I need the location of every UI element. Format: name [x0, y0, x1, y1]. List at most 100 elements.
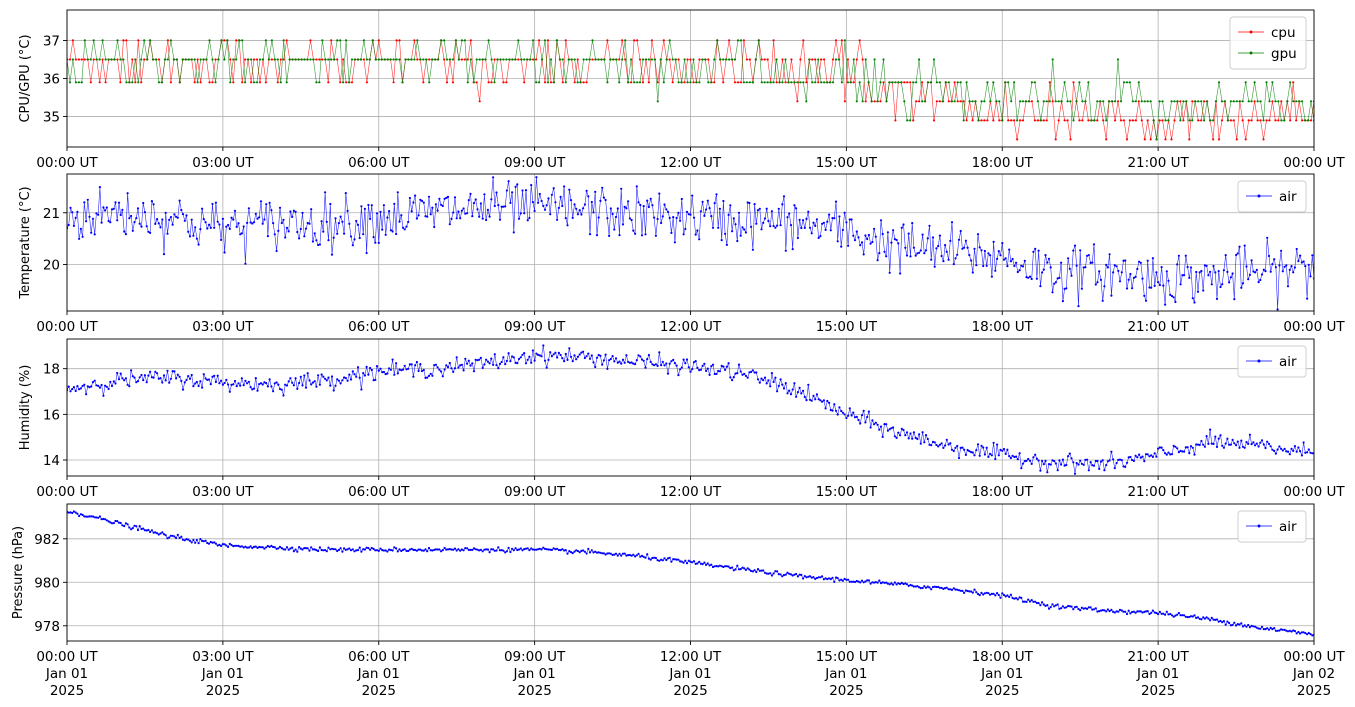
- data-point: [803, 226, 806, 229]
- data-point: [653, 556, 656, 559]
- data-point: [1110, 450, 1113, 453]
- data-point: [554, 548, 557, 551]
- data-point: [862, 409, 865, 412]
- data-point: [636, 39, 639, 42]
- data-point: [121, 377, 124, 380]
- data-point: [557, 351, 561, 354]
- data-point: [1146, 453, 1149, 456]
- data-point: [763, 217, 767, 220]
- data-point: [392, 58, 395, 61]
- data-point: [975, 591, 978, 594]
- data-point: [566, 224, 569, 227]
- data-point: [909, 432, 912, 435]
- data-point: [1309, 100, 1313, 103]
- data-point: [1049, 266, 1052, 269]
- data-point: [1037, 602, 1040, 605]
- data-point: [1311, 634, 1314, 637]
- data-point: [258, 216, 261, 219]
- data-point: [424, 215, 427, 218]
- data-point: [784, 573, 787, 576]
- data-point: [353, 238, 356, 241]
- data-point: [638, 58, 642, 61]
- data-point: [400, 369, 403, 372]
- data-point: [840, 245, 843, 248]
- data-point: [450, 548, 453, 551]
- data-point: [952, 263, 955, 266]
- data-point: [588, 233, 592, 236]
- data-point: [1158, 446, 1161, 449]
- data-point: [866, 579, 869, 582]
- x-tick-label: 09:00 UT: [504, 155, 566, 171]
- data-point: [781, 575, 784, 578]
- data-point: [322, 549, 325, 552]
- data-point: [1099, 460, 1103, 463]
- data-point: [1248, 626, 1251, 629]
- data-point: [594, 365, 597, 369]
- data-point: [523, 352, 526, 355]
- data-point: [554, 201, 557, 204]
- data-point: [1001, 119, 1004, 122]
- data-point: [805, 399, 808, 402]
- data-point: [1004, 257, 1007, 260]
- data-point: [736, 39, 740, 42]
- data-point: [1033, 119, 1036, 122]
- data-point: [204, 377, 207, 380]
- data-point: [339, 215, 342, 218]
- data-point: [606, 217, 609, 220]
- data-point: [531, 201, 535, 204]
- data-point: [98, 386, 101, 389]
- data-point: [1164, 119, 1167, 122]
- data-point: [289, 547, 292, 550]
- data-point: [822, 221, 826, 224]
- data-point: [113, 58, 116, 61]
- data-point: [420, 199, 424, 202]
- data-point: [523, 58, 526, 61]
- data-point: [303, 547, 306, 550]
- data-point: [507, 546, 510, 550]
- data-point: [862, 581, 865, 584]
- data-point: [1021, 119, 1025, 122]
- data-point: [1034, 453, 1037, 456]
- data-point: [606, 367, 609, 370]
- data-point: [692, 361, 696, 364]
- data-point: [1302, 260, 1305, 263]
- data-point: [1252, 270, 1255, 273]
- data-point: [810, 232, 813, 235]
- data-point: [1274, 100, 1277, 103]
- data-point: [1240, 439, 1243, 442]
- data-point: [859, 422, 862, 425]
- data-point: [453, 547, 457, 550]
- data-point: [509, 360, 512, 363]
- data-point: [1054, 100, 1057, 103]
- data-point: [1188, 615, 1191, 619]
- data-point: [909, 583, 912, 587]
- data-point: [433, 364, 436, 367]
- data-point: [223, 381, 226, 385]
- data-point: [1021, 600, 1025, 603]
- data-point: [814, 58, 817, 61]
- data-point: [381, 228, 384, 231]
- data-point: [564, 549, 567, 552]
- data-point: [211, 58, 214, 61]
- data-point: [351, 244, 354, 247]
- data-point: [999, 596, 1002, 599]
- data-point: [1127, 456, 1130, 459]
- x-tick-label: 09:00 UT: [504, 649, 566, 665]
- data-point: [784, 81, 787, 84]
- data-point: [285, 81, 288, 84]
- data-point: [763, 571, 767, 574]
- data-point: [890, 582, 893, 585]
- data-point: [79, 513, 82, 516]
- data-point: [500, 360, 503, 364]
- data-point: [535, 352, 538, 355]
- data-point: [680, 560, 683, 563]
- data-point: [427, 546, 431, 550]
- data-point: [228, 542, 231, 545]
- data-point: [710, 563, 713, 566]
- data-point: [298, 237, 301, 240]
- x-tick-label: 00:00 UT: [36, 319, 98, 335]
- data-point: [945, 250, 948, 253]
- data-point: [181, 538, 185, 541]
- data-point: [679, 560, 682, 563]
- data-point: [1112, 271, 1115, 274]
